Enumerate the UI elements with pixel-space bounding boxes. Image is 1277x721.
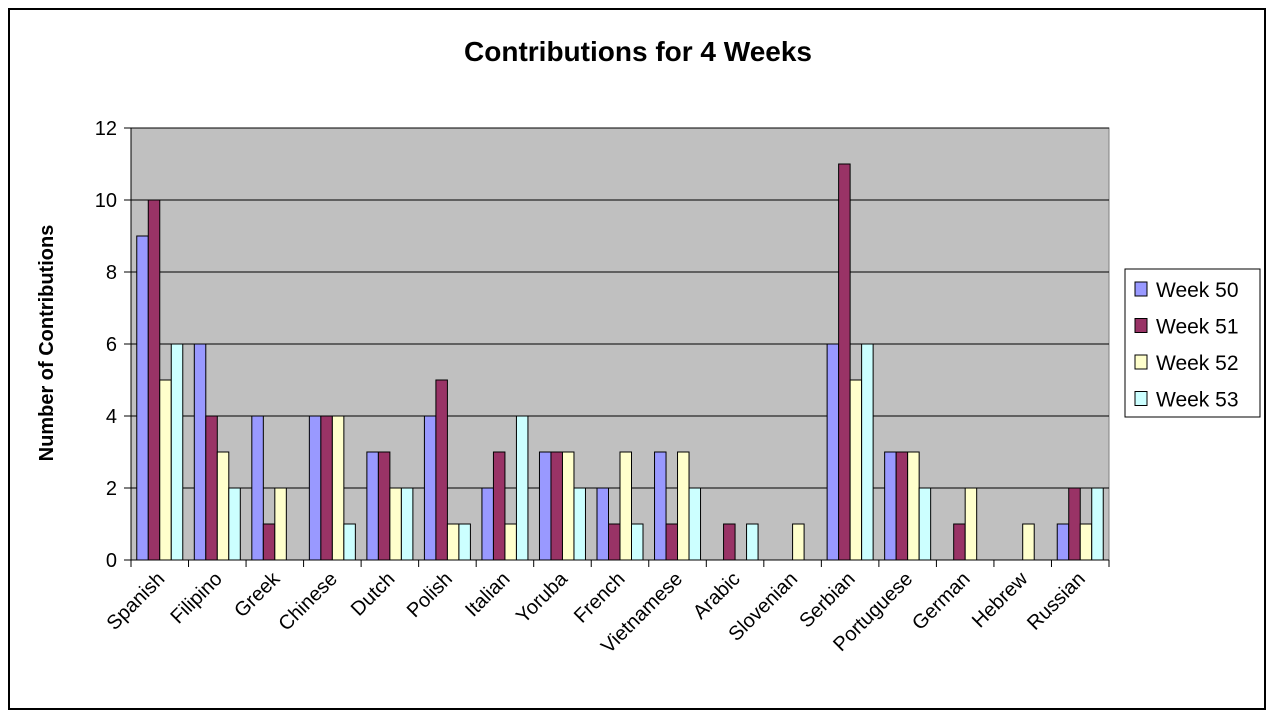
legend-label: Week 50	[1156, 279, 1239, 302]
y-tick-label: 6	[106, 334, 117, 356]
bar-week-53-italian	[515, 415, 529, 561]
bar-week-52-german	[964, 487, 978, 561]
bar-week-52-italian	[504, 523, 517, 561]
y-tick-label: 2	[106, 478, 117, 500]
bar-week-50-dutch	[366, 451, 379, 561]
bar-week-50-filipino	[193, 343, 207, 561]
y-tick-label: 0	[106, 550, 117, 572]
x-tick-label: Russian	[1023, 568, 1090, 635]
bar-week-52-yoruba	[561, 451, 575, 561]
bar-week-51-yoruba	[550, 451, 563, 561]
x-tick-label: Italian	[461, 568, 514, 621]
bar-week-52-french	[619, 451, 632, 561]
x-tick-label: Polish	[403, 568, 457, 622]
bar-week-53-yoruba	[573, 487, 586, 561]
bar-week-53-dutch	[400, 487, 414, 561]
bar-week-52-hebrew	[1022, 523, 1035, 561]
bar-week-52-polish	[446, 523, 460, 561]
bar-week-50-russian	[1056, 523, 1070, 561]
bar-week-51-russian	[1068, 487, 1081, 561]
bar-week-50-yoruba	[538, 451, 552, 561]
bar-week-52-vietnamese	[677, 451, 690, 561]
bar-week-51-chinese	[320, 415, 333, 561]
bar-week-51-greek	[262, 523, 276, 561]
y-tick-label: 4	[106, 406, 117, 428]
bar-week-52-filipino	[216, 451, 230, 561]
bar-week-52-greek	[274, 487, 287, 561]
bar-week-51-arabic	[723, 523, 736, 561]
y-axis-label: Number of Contributions	[36, 225, 58, 462]
bar-week-52-russian	[1079, 523, 1093, 561]
bar-week-53-russian	[1091, 487, 1104, 561]
bar-week-51-spanish	[147, 199, 161, 561]
bar-week-51-portuguese	[895, 451, 909, 561]
bar-week-50-vietnamese	[654, 451, 667, 561]
bar-week-51-serbian	[838, 163, 851, 561]
bar-week-51-french	[608, 523, 621, 561]
y-tick-label: 12	[95, 118, 117, 140]
bar-week-50-italian	[481, 487, 494, 561]
x-tick-label: Arabic	[689, 568, 745, 624]
legend-label: Week 53	[1156, 389, 1239, 412]
bar-week-51-dutch	[377, 451, 391, 561]
bar-week-52-dutch	[389, 487, 402, 561]
legend-swatch	[1134, 391, 1148, 406]
x-tick-label: Hebrew	[968, 568, 1033, 633]
bar-week-53-spanish	[170, 343, 184, 561]
legend-swatch	[1134, 318, 1148, 333]
bar-week-50-greek	[251, 415, 264, 561]
bar-week-50-chinese	[308, 415, 322, 561]
bar-week-51-polish	[435, 379, 448, 561]
x-tick-label: Yoruba	[512, 567, 572, 627]
y-tick-label: 8	[106, 262, 117, 284]
chart-title: Contributions for 4 Weeks	[464, 36, 812, 67]
bar-week-50-spanish	[136, 235, 149, 561]
bar-week-51-filipino	[205, 415, 218, 561]
legend-swatch	[1134, 281, 1148, 297]
bar-week-52-spanish	[159, 379, 172, 561]
bar-week-53-serbian	[861, 343, 874, 561]
x-tick-label: Chinese	[274, 568, 341, 635]
bar-week-52-slovenian	[792, 523, 805, 561]
bar-week-50-serbian	[826, 343, 840, 561]
bar-week-53-polish	[458, 523, 471, 561]
bar-week-53-arabic	[746, 523, 759, 561]
legend: Week 50 Week 51 Week 52 Week 53	[1124, 268, 1261, 418]
bar-week-53-portuguese	[918, 487, 932, 561]
bar-week-51-italian	[492, 451, 506, 561]
x-tick-label: Dutch	[347, 568, 400, 621]
x-tick-label: German	[908, 568, 975, 635]
legend-label: Week 52	[1156, 352, 1239, 375]
bar-week-50-french	[596, 487, 609, 561]
x-tick-label: Greek	[230, 567, 285, 622]
x-tick-label: Spanish	[103, 568, 170, 635]
bar-week-50-polish	[423, 415, 437, 561]
x-tick-label: Filipino	[166, 568, 226, 628]
bar-week-53-french	[631, 523, 644, 561]
bar-week-52-chinese	[331, 415, 345, 561]
bar-week-53-vietnamese	[688, 487, 702, 561]
bar-week-52-portuguese	[907, 451, 920, 561]
bar-week-50-portuguese	[884, 451, 897, 561]
legend-swatch	[1134, 354, 1148, 370]
y-tick-label: 10	[95, 190, 117, 212]
bar-week-53-chinese	[343, 523, 356, 561]
legend-label: Week 51	[1156, 316, 1239, 339]
bar-week-52-serbian	[849, 379, 863, 561]
bar-week-51-german	[953, 523, 966, 561]
bar-week-51-vietnamese	[665, 523, 679, 561]
bar-week-53-filipino	[228, 487, 241, 561]
